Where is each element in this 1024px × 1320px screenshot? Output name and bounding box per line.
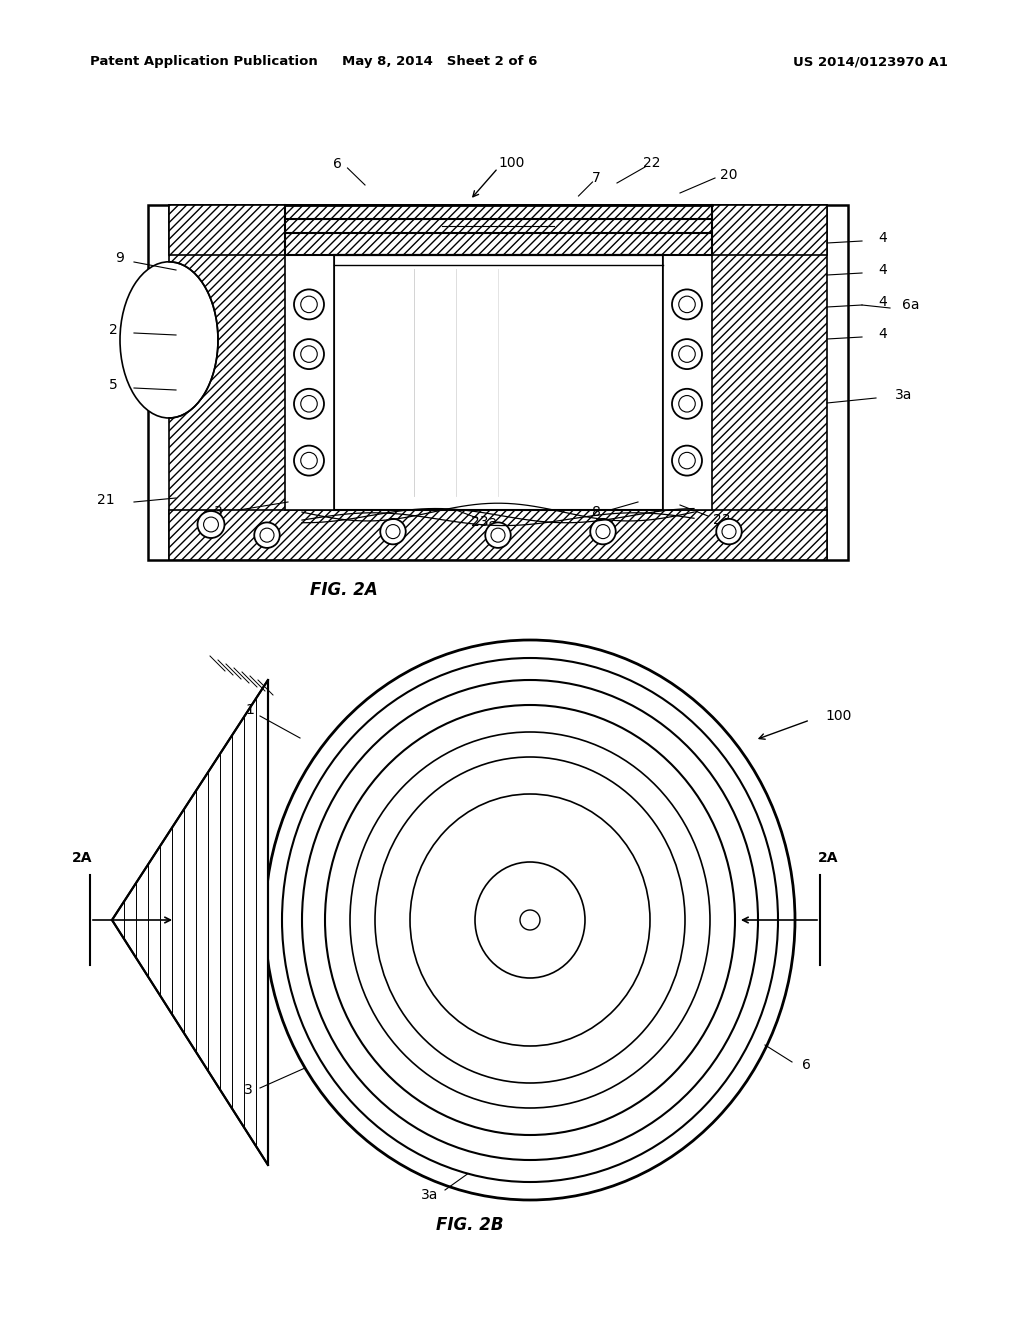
Text: FIG. 2B: FIG. 2B	[436, 1216, 504, 1234]
Text: 9: 9	[116, 251, 125, 265]
Polygon shape	[112, 680, 268, 1166]
Text: 3: 3	[214, 506, 222, 519]
Text: FIG. 2A: FIG. 2A	[310, 581, 378, 599]
Bar	[694, 205, 827, 560]
Text: US 2014/0123970 A1: US 2014/0123970 A1	[793, 55, 947, 69]
Text: 7: 7	[592, 172, 600, 185]
Text: 21: 21	[97, 492, 115, 507]
Text: 8: 8	[592, 506, 600, 519]
Text: 20: 20	[720, 168, 737, 182]
Circle shape	[294, 339, 324, 370]
Ellipse shape	[325, 705, 735, 1135]
Bar	[169, 511, 827, 560]
Circle shape	[590, 519, 615, 544]
Text: 5: 5	[109, 378, 118, 392]
Ellipse shape	[520, 909, 540, 931]
Circle shape	[716, 519, 741, 544]
Text: Patent Application Publication: Patent Application Publication	[90, 55, 317, 69]
Circle shape	[672, 339, 702, 370]
Text: 3a: 3a	[421, 1188, 438, 1203]
Text: 4: 4	[879, 327, 888, 341]
Text: 6: 6	[333, 157, 341, 172]
Bar	[334, 255, 663, 511]
Text: 2A: 2A	[818, 851, 839, 865]
Text: 100: 100	[499, 156, 525, 170]
Ellipse shape	[265, 640, 795, 1200]
Bar	[663, 255, 712, 511]
Bar	[169, 205, 827, 255]
Text: May 8, 2014   Sheet 2 of 6: May 8, 2014 Sheet 2 of 6	[342, 55, 538, 69]
Text: 3: 3	[244, 1082, 252, 1097]
Text: 4: 4	[879, 231, 888, 246]
Circle shape	[672, 289, 702, 319]
Ellipse shape	[375, 756, 685, 1082]
Text: 23: 23	[714, 513, 731, 527]
Circle shape	[485, 523, 511, 548]
Text: 2: 2	[109, 323, 118, 337]
Ellipse shape	[120, 261, 218, 418]
Text: 1: 1	[246, 704, 254, 717]
Bar	[285, 255, 334, 511]
Text: 23a: 23a	[471, 515, 497, 529]
Circle shape	[294, 289, 324, 319]
Circle shape	[294, 446, 324, 475]
Circle shape	[672, 446, 702, 475]
Ellipse shape	[475, 862, 585, 978]
Text: 6: 6	[802, 1059, 811, 1072]
Text: 3a: 3a	[895, 388, 912, 403]
Text: 4: 4	[879, 263, 888, 277]
Text: 100: 100	[825, 709, 851, 723]
Text: 22: 22	[643, 156, 660, 170]
Circle shape	[294, 389, 324, 418]
Ellipse shape	[350, 733, 710, 1107]
Text: 2A: 2A	[72, 851, 92, 865]
Ellipse shape	[282, 657, 778, 1181]
Text: 6a: 6a	[902, 298, 920, 312]
Circle shape	[672, 389, 702, 418]
Circle shape	[254, 523, 280, 548]
Circle shape	[198, 511, 224, 539]
Bar	[169, 205, 302, 560]
Text: 4: 4	[879, 294, 888, 309]
Ellipse shape	[410, 795, 650, 1045]
Circle shape	[380, 519, 406, 544]
Ellipse shape	[302, 680, 758, 1160]
Bar	[148, 205, 848, 560]
